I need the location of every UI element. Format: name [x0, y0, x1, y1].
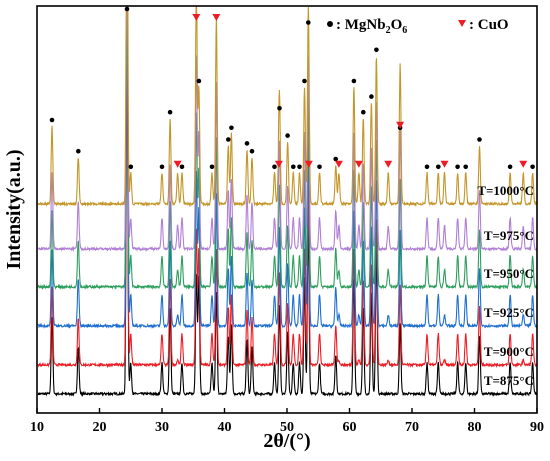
mgnb2o6-marker	[436, 164, 441, 170]
mgnb2o6-marker	[369, 94, 374, 99]
series-labels: T=875°C T=900°C T=925°C T=950°C T=975°C T=100…	[477, 183, 534, 388]
mgnb2o6-marker	[351, 78, 357, 84]
x-tick-label: 10	[30, 420, 44, 435]
series-line-4	[37, 6, 538, 253]
mgnb2o6-marker	[179, 164, 185, 170]
x-tick-label: 40	[218, 420, 232, 435]
cuo-marker	[384, 160, 393, 168]
mgnb2o6-marker	[302, 78, 307, 84]
mgnb2o6-marker	[455, 164, 460, 170]
mgnb2o6-marker	[272, 164, 277, 170]
cuo-marker	[212, 14, 221, 21]
cuo-marker	[440, 160, 449, 168]
mgnb2o6-marker	[297, 164, 302, 170]
mgnb2o6-marker	[424, 164, 430, 170]
mgnb2o6-marker	[209, 164, 215, 170]
x-axis: 10 20 30 40 50 60 70 80 90	[30, 408, 544, 435]
x-axis-label: 2θ/(°)	[263, 430, 310, 452]
mgnb2o6-marker	[249, 148, 255, 154]
mgnb2o6-marker	[159, 164, 165, 170]
mgnb2o6-marker	[530, 164, 535, 170]
mgnb2o6-marker	[507, 164, 513, 170]
cuo-marker	[304, 160, 313, 168]
x-tick-label: 30	[155, 420, 169, 435]
mgnb2o6-marker	[333, 156, 339, 162]
mgnb2o6-marker	[49, 117, 55, 123]
series-label-4: T=975°C	[484, 228, 534, 243]
x-tick-label: 20	[93, 420, 107, 435]
series-line-3	[37, 6, 538, 291]
cuo-marker	[354, 160, 363, 168]
legend-circle-icon	[327, 21, 333, 27]
mgnb2o6-marker	[167, 109, 173, 115]
mgnb2o6-marker	[361, 109, 366, 115]
mgnb2o6-marker	[463, 164, 469, 170]
mgnb2o6-marker	[317, 164, 322, 170]
series-label-0: T=875°C	[484, 373, 534, 388]
series-line-2	[37, 6, 538, 330]
x-tick-label: 50	[280, 420, 294, 435]
x-tick-label: 90	[530, 420, 544, 435]
x-tick-label: 60	[343, 420, 357, 435]
legend-label-cuo: : CuO	[469, 17, 509, 33]
legend: : MgNb2O6 : CuO	[327, 17, 509, 36]
mgnb2o6-marker	[244, 141, 250, 146]
cuo-marker	[334, 160, 343, 168]
mgnb2o6-marker	[128, 164, 134, 170]
mgnb2o6-marker	[374, 47, 379, 53]
y-axis-label: Intensity(a.u.)	[3, 149, 25, 269]
legend-triangle-icon	[458, 20, 466, 27]
mgnb2o6-marker	[196, 78, 202, 84]
cuo-marker	[192, 14, 201, 21]
x-tick-label: 80	[468, 420, 482, 435]
mgnb2o6-marker	[306, 20, 311, 25]
series-label-1: T=900°C	[484, 344, 534, 359]
cuo-marker	[274, 160, 283, 168]
series-label-3: T=950°C	[484, 266, 534, 281]
cuo-marker	[396, 121, 405, 129]
mgnb2o6-marker	[229, 125, 234, 131]
mgnb2o6-marker	[76, 148, 81, 154]
mgnb2o6-marker	[226, 137, 231, 142]
series-label-5: T=1000°C	[477, 183, 534, 198]
mgnb2o6-marker	[477, 137, 482, 142]
cuo-marker	[173, 160, 182, 168]
series-line-1	[37, 9, 538, 369]
mgnb2o6-marker	[124, 6, 130, 12]
series-line-5	[37, 6, 538, 208]
legend-label-mgnb2o6: : MgNb2O6	[336, 17, 407, 36]
series-line-0	[37, 40, 537, 398]
mgnb2o6-marker	[285, 133, 290, 138]
mgnb2o6-marker	[291, 164, 296, 170]
cuo-marker	[519, 160, 528, 168]
mgnb2o6-marker	[277, 106, 282, 111]
x-tick-label: 70	[405, 420, 419, 435]
series-label-2: T=925°C	[484, 305, 534, 320]
xrd-traces	[37, 6, 538, 398]
peak-markers	[49, 6, 535, 170]
